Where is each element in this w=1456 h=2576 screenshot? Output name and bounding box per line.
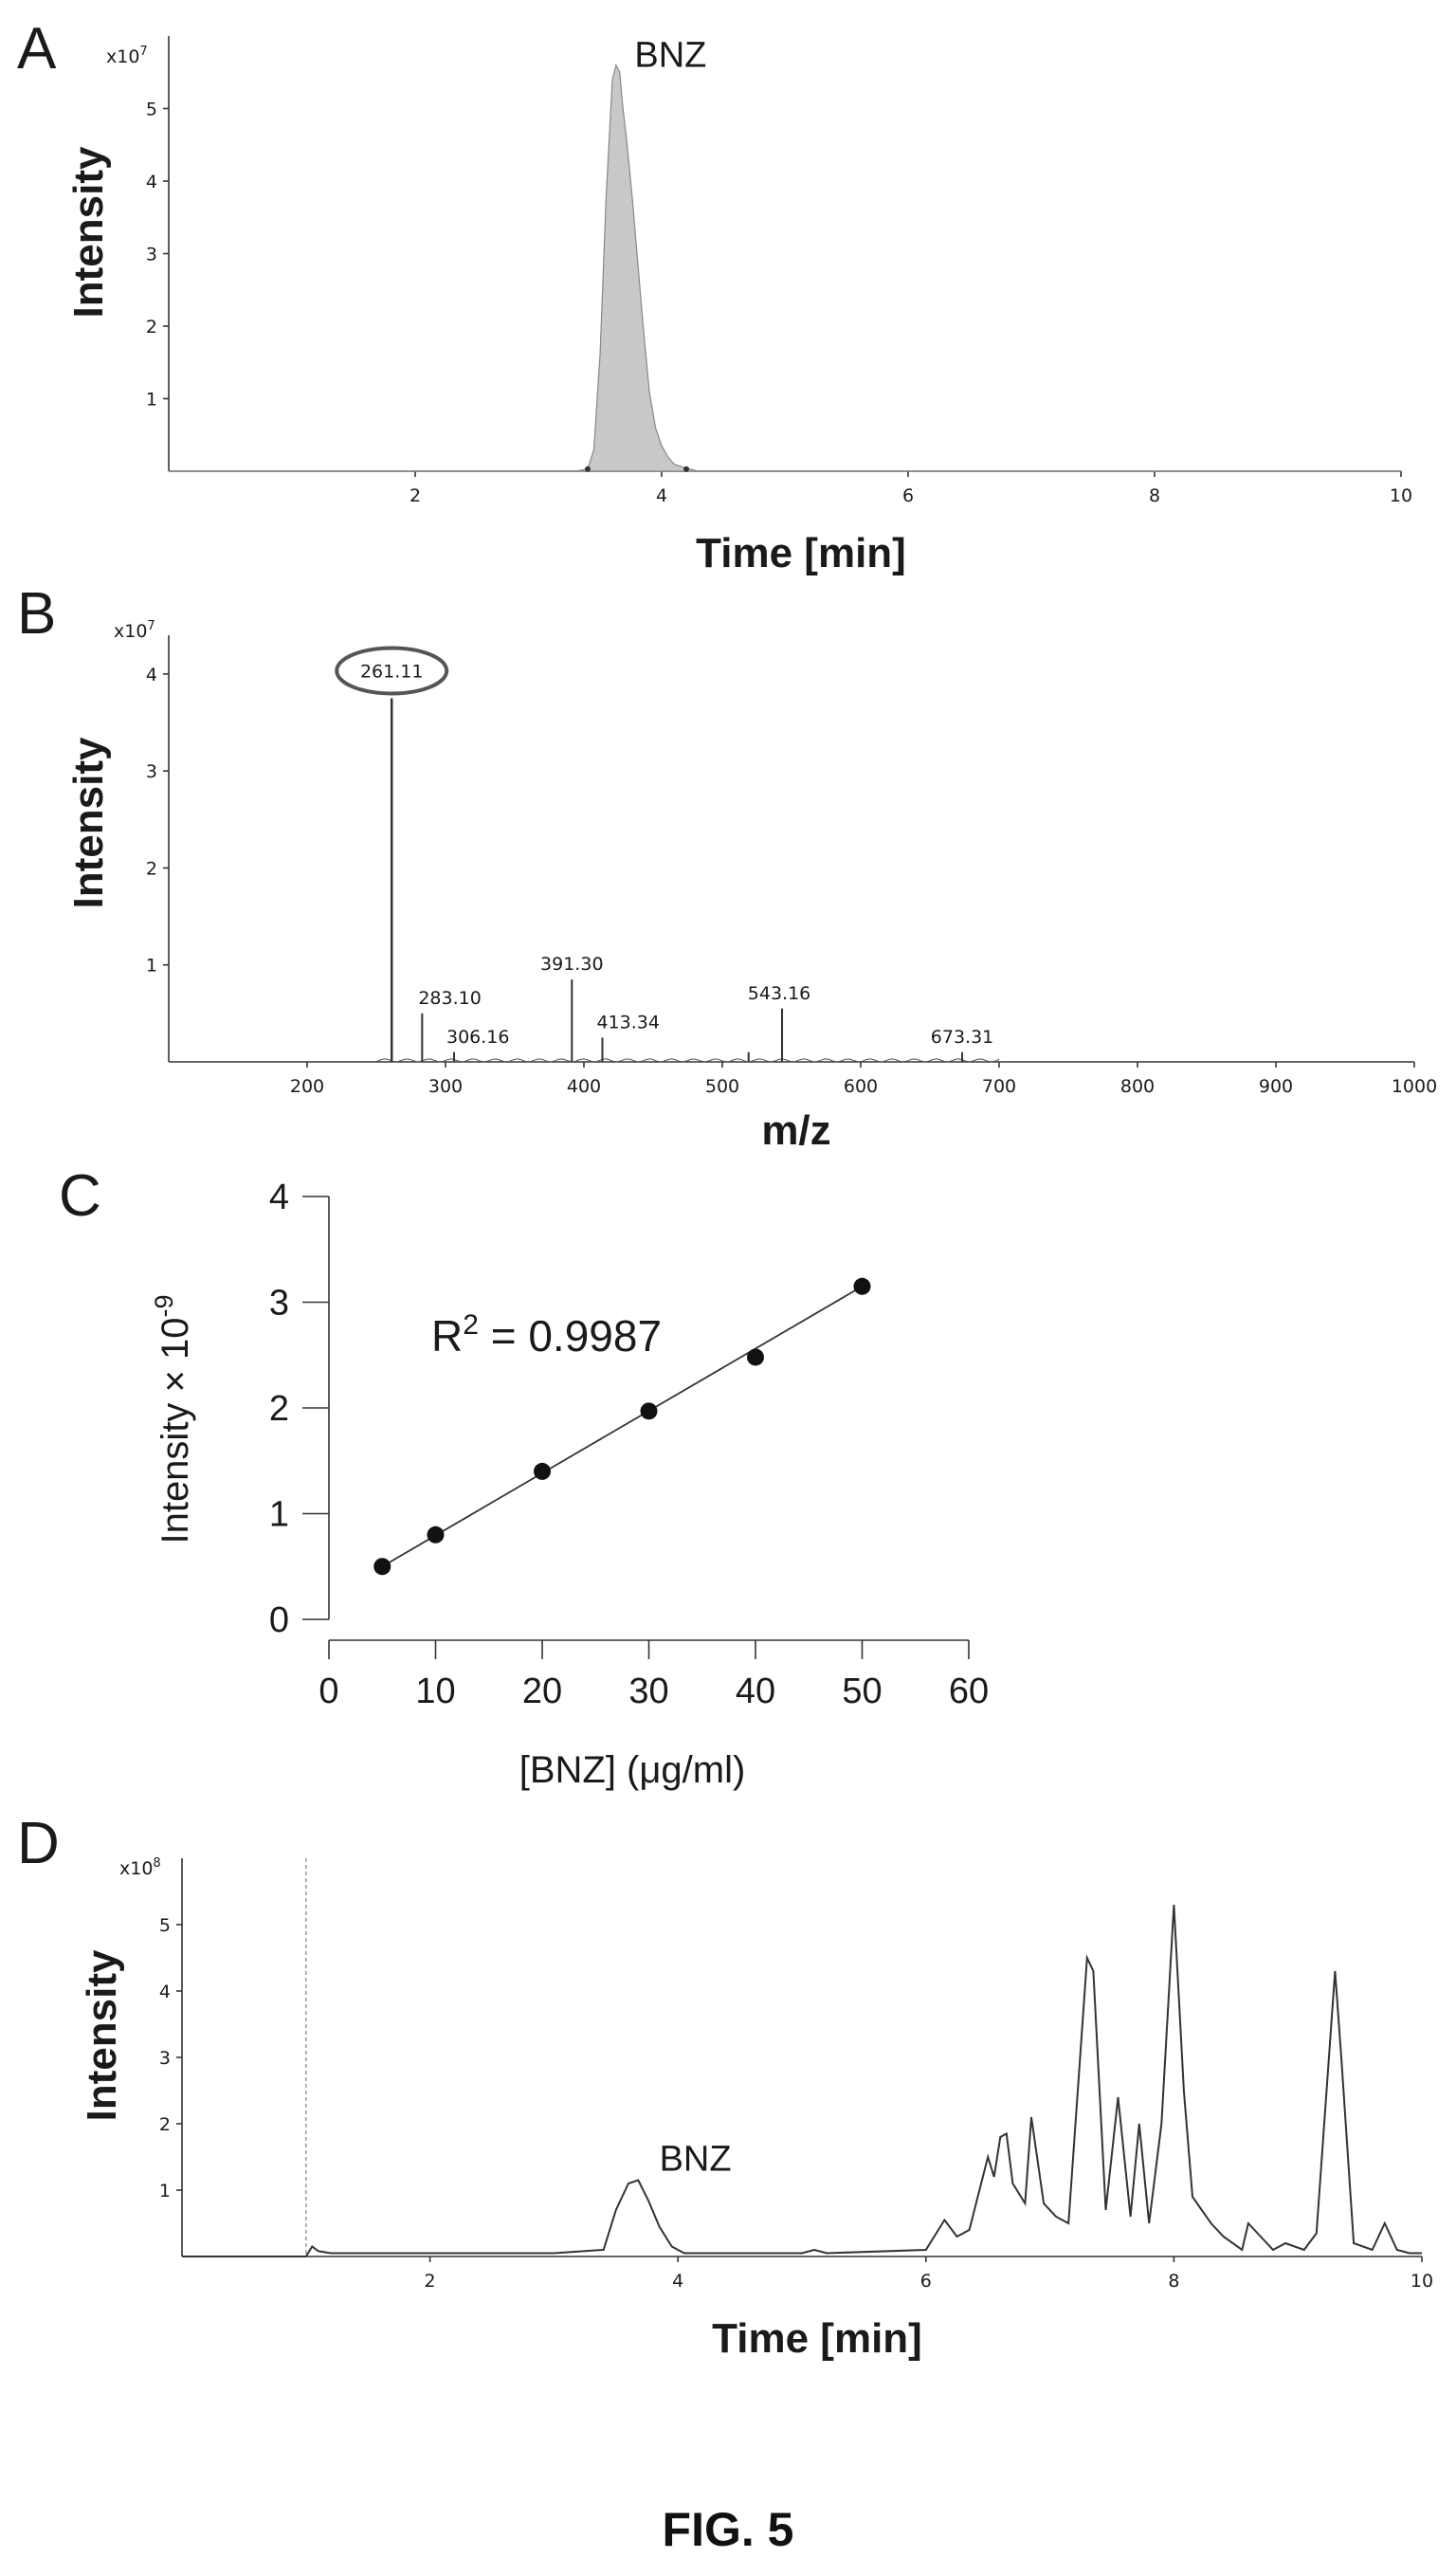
panel-b-x-tick-label: 600 <box>844 1076 878 1097</box>
panel-b-plot: 261.11 283.10 306.16 391.30 413.34 543.16 673.… <box>335 646 1000 1063</box>
panel-b-letter: B <box>17 581 56 647</box>
panel-b-peak-label: 673.31 <box>931 1027 993 1048</box>
panel-b-peak-label: 283.10 <box>418 988 481 1009</box>
panel-a-y-tick-label: 1 <box>146 390 157 411</box>
panel-c-xlabel: [BNZ] (μg/ml) <box>519 1749 746 1791</box>
panel-a-plot <box>169 63 1401 472</box>
panel-d-letter: D <box>17 1811 60 1876</box>
panel-b-y-tick-label: 1 <box>146 956 157 977</box>
panel-b-x-tick-label: 400 <box>567 1076 601 1097</box>
panel-d-x-tick-label: 2 <box>425 2271 436 2292</box>
panel-c-y-tick-label: 2 <box>269 1389 289 1429</box>
panel-d-plot <box>182 1858 1422 2257</box>
panel-d-x-tick-label: 6 <box>920 2271 932 2292</box>
panel-a-y-tick-label: 2 <box>146 317 157 338</box>
panel-d-x-tick-label: 8 <box>1168 2271 1179 2292</box>
panel-c-x-tick-label: 50 <box>842 1672 882 1711</box>
panel-d-bnz-annotation: BNZ <box>660 2140 732 2180</box>
panel-b-xlabel: m/z <box>761 1107 830 1154</box>
panel-b-y-tick-label: 3 <box>146 761 157 782</box>
panel-a-axes: 1 2 3 4 5 2 4 6 8 10 <box>146 36 1412 506</box>
panel-a-x-tick-label: 6 <box>902 485 914 506</box>
panel-c-x-tick-label: 60 <box>949 1672 989 1711</box>
panel-c-x-tick-label: 40 <box>736 1672 775 1711</box>
panel-b-scale-label: x107 <box>114 619 155 642</box>
panel-b-x-tick-label: 300 <box>428 1076 463 1097</box>
panel-b-peak-label: 413.34 <box>596 1012 659 1032</box>
panel-d-y-tick-label: 4 <box>159 1982 171 2002</box>
panel-c-data-point <box>747 1348 764 1366</box>
panel-d-chromatogram-line <box>182 1904 1422 2257</box>
panel-a-x-tick-label: 10 <box>1390 485 1412 506</box>
panel-c-data-point <box>534 1462 551 1480</box>
panel-c-y-tick-label: 4 <box>269 1178 289 1217</box>
panel-a-x-tick-label: 8 <box>1149 485 1160 506</box>
panel-b-x-tick-label: 500 <box>705 1076 739 1097</box>
panel-c-r-squared: R2 = 0.9987 <box>431 1309 662 1361</box>
panel-b-peak-label: 543.16 <box>748 983 810 1004</box>
panel-b-ylabel: Intensity <box>65 737 112 908</box>
panel-d-x-tick-label: 10 <box>1410 2271 1433 2292</box>
panel-b-peak-label: 391.30 <box>540 954 603 975</box>
panel-a-x-tick-label: 2 <box>410 485 421 506</box>
panel-c-data-point <box>640 1402 658 1420</box>
panel-b-highlight-ellipse <box>335 646 449 696</box>
panel-d-xlabel: Time [min] <box>712 2315 922 2362</box>
panel-b-x-tick-label: 700 <box>982 1076 1016 1097</box>
panel-d-y-tick-label: 2 <box>159 2114 171 2135</box>
panel-c-ylabel: Intensity × 10-9 <box>150 1294 196 1544</box>
panel-c-y-tick-label: 3 <box>269 1284 289 1324</box>
panel-c-data-point <box>427 1526 445 1544</box>
panel-b-x-tick-label: 800 <box>1120 1076 1155 1097</box>
panel-a-y-tick-label: 5 <box>146 100 157 120</box>
panel-a-x-tick-label: 4 <box>656 485 667 506</box>
panel-b-x-tick-label: 900 <box>1259 1076 1293 1097</box>
panel-d-y-tick-label: 1 <box>159 2181 171 2201</box>
panel-c-x-tick-label: 30 <box>628 1672 668 1711</box>
panel-b-peak-label: 306.16 <box>446 1027 509 1048</box>
panel-c-data-point <box>373 1558 391 1576</box>
panel-c-letter: C <box>59 1163 101 1229</box>
panel-a-scale-label: x107 <box>106 45 148 67</box>
panel-d-y-tick-label: 3 <box>159 2048 171 2069</box>
panel-a-peak-end-marker <box>683 466 689 472</box>
panel-c-plot <box>373 1277 871 1576</box>
panel-a-xlabel: Time [min] <box>696 530 906 576</box>
panel-c-y-tick-label: 0 <box>269 1600 289 1640</box>
panel-a-peak-start-marker <box>585 466 591 472</box>
panel-b-highlighted-peak-label: 261.11 <box>360 661 423 682</box>
panel-b-y-tick-label: 4 <box>146 665 157 685</box>
panel-a-y-tick-label: 4 <box>146 172 157 192</box>
panel-d-axes: 1 2 3 4 5 2 4 6 8 10 <box>159 1858 1433 2292</box>
panel-c-fit-line <box>381 1285 863 1568</box>
panel-b: B x107 Intensity m/z 1 2 3 4 200 300 400 500 600… <box>17 581 1437 1154</box>
panel-c-x-tick-label: 0 <box>318 1672 338 1711</box>
panel-b-axes: 1 2 3 4 200 300 400 500 600 700 800 900 1000 <box>146 635 1437 1097</box>
panel-d-y-tick-label: 5 <box>159 1915 171 1936</box>
panel-c-y-tick-label: 1 <box>269 1495 289 1535</box>
panel-c-data-point <box>853 1277 871 1295</box>
panel-b-x-tick-label: 1000 <box>1392 1076 1437 1097</box>
panel-d-ylabel: Intensity <box>79 1949 125 2121</box>
panel-c-x-tick-label: 10 <box>415 1672 455 1711</box>
figure-caption: FIG. 5 <box>663 2503 794 2556</box>
panel-a-ylabel: Intensity <box>65 146 112 318</box>
panel-b-y-tick-label: 2 <box>146 858 157 879</box>
panel-d-scale-label: x108 <box>119 1856 161 1879</box>
panel-a-letter: A <box>17 16 57 82</box>
panel-d-x-tick-label: 4 <box>672 2271 683 2292</box>
panel-b-baseline-noise <box>375 1058 1000 1063</box>
panel-a-bnz-annotation: BNZ <box>634 35 706 75</box>
panel-c-x-tick-label: 20 <box>522 1672 562 1711</box>
panel-b-x-tick-label: 200 <box>290 1076 324 1097</box>
panel-a-bnz-peak-area <box>169 63 1401 472</box>
panel-a-y-tick-label: 3 <box>146 245 157 265</box>
